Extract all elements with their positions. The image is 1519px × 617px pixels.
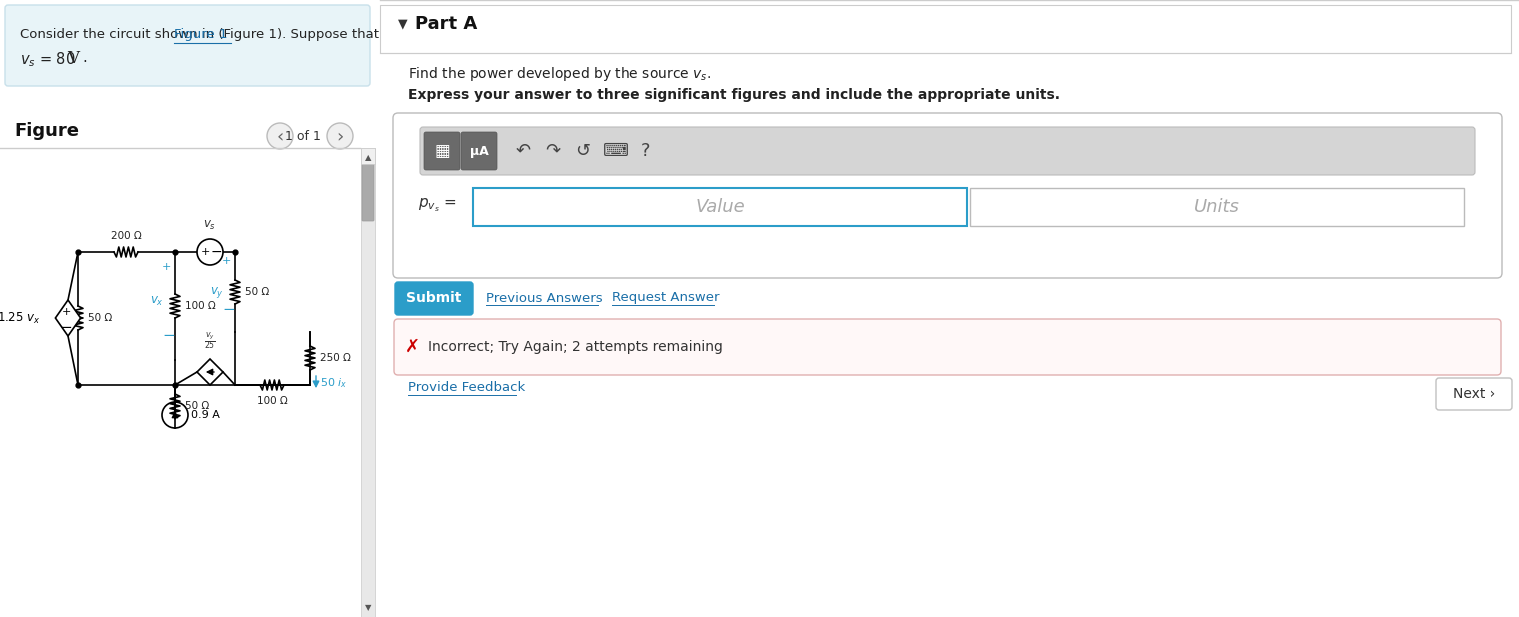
Text: ⌨: ⌨	[603, 142, 629, 160]
Text: 50 Ω: 50 Ω	[88, 313, 112, 323]
Text: +: +	[222, 256, 231, 266]
Text: ↷: ↷	[545, 142, 561, 160]
Text: μA: μA	[469, 144, 489, 157]
Text: ▼: ▼	[398, 17, 407, 30]
Text: Units: Units	[1194, 198, 1240, 216]
Text: Part A: Part A	[415, 15, 477, 33]
Text: $50\ i_x$: $50\ i_x$	[321, 376, 348, 390]
Text: +: +	[61, 307, 71, 317]
Circle shape	[327, 123, 352, 149]
Text: −: −	[59, 320, 73, 336]
Text: −: −	[222, 302, 235, 317]
Text: Consider the circuit shown in (Figure 1). Suppose that: Consider the circuit shown in (Figure 1)…	[20, 28, 380, 41]
FancyBboxPatch shape	[460, 132, 497, 170]
Text: Previous Answers: Previous Answers	[486, 291, 603, 305]
Text: ▦: ▦	[434, 142, 450, 160]
FancyBboxPatch shape	[380, 0, 1519, 617]
Text: 100 Ω: 100 Ω	[185, 301, 216, 311]
Text: V: V	[67, 50, 79, 67]
Text: 50 Ω: 50 Ω	[185, 401, 210, 411]
Text: 0.9 A: 0.9 A	[191, 410, 220, 420]
Text: Submit: Submit	[406, 291, 462, 305]
Text: 1 of 1: 1 of 1	[286, 131, 321, 144]
Text: $v_s$ = 80: $v_s$ = 80	[20, 50, 76, 68]
FancyBboxPatch shape	[362, 164, 374, 221]
Text: Request Answer: Request Answer	[612, 291, 720, 305]
Text: Provide Feedback: Provide Feedback	[409, 381, 526, 394]
Circle shape	[163, 402, 188, 428]
FancyBboxPatch shape	[419, 127, 1475, 175]
FancyBboxPatch shape	[393, 319, 1501, 375]
Text: ▼: ▼	[365, 603, 371, 612]
Text: $p_{v_s}$ =: $p_{v_s}$ =	[418, 196, 457, 214]
Text: Find the power developed by the source $v_s$.: Find the power developed by the source $…	[409, 65, 711, 83]
Text: ↺: ↺	[576, 142, 591, 160]
Text: Figure 1: Figure 1	[175, 28, 228, 41]
Circle shape	[197, 239, 223, 265]
Text: 250 Ω: 250 Ω	[321, 353, 351, 363]
Text: Next ›: Next ›	[1452, 387, 1495, 401]
Text: ?: ?	[639, 142, 650, 160]
FancyBboxPatch shape	[362, 148, 375, 164]
Text: $v_s$: $v_s$	[204, 219, 217, 232]
Text: $v_y$: $v_y$	[210, 284, 223, 299]
Text: $\frac{v_y}{25}$: $\frac{v_y}{25}$	[204, 331, 216, 352]
Text: Figure: Figure	[14, 122, 79, 140]
Text: Incorrect; Try Again; 2 attempts remaining: Incorrect; Try Again; 2 attempts remaini…	[428, 340, 723, 354]
FancyBboxPatch shape	[0, 0, 375, 617]
Text: ›: ›	[336, 128, 343, 146]
Polygon shape	[197, 359, 223, 385]
FancyBboxPatch shape	[472, 188, 968, 226]
Text: ↶: ↶	[515, 142, 530, 160]
Text: 50 Ω: 50 Ω	[245, 287, 269, 297]
Text: ‹: ‹	[276, 128, 284, 146]
Text: +: +	[201, 247, 210, 257]
Text: ▲: ▲	[365, 153, 371, 162]
Text: −: −	[210, 245, 222, 259]
Circle shape	[267, 123, 293, 149]
Text: ✗: ✗	[404, 338, 419, 356]
Text: −: −	[163, 328, 175, 343]
FancyBboxPatch shape	[393, 113, 1502, 278]
Text: 200 Ω: 200 Ω	[111, 231, 141, 241]
Text: Value: Value	[696, 198, 744, 216]
FancyBboxPatch shape	[971, 188, 1464, 226]
Polygon shape	[55, 300, 81, 336]
FancyBboxPatch shape	[362, 148, 375, 617]
Text: .: .	[82, 50, 87, 65]
Text: 100 Ω: 100 Ω	[257, 396, 287, 406]
Text: $v_x$: $v_x$	[150, 294, 164, 307]
FancyBboxPatch shape	[1435, 378, 1511, 410]
FancyBboxPatch shape	[395, 282, 472, 315]
Text: $1.25\ v_x$: $1.25\ v_x$	[0, 310, 39, 326]
Text: Express your answer to three significant figures and include the appropriate uni: Express your answer to three significant…	[409, 88, 1060, 102]
FancyBboxPatch shape	[424, 132, 460, 170]
FancyBboxPatch shape	[380, 5, 1511, 53]
FancyBboxPatch shape	[5, 5, 371, 86]
Text: +: +	[163, 262, 172, 272]
